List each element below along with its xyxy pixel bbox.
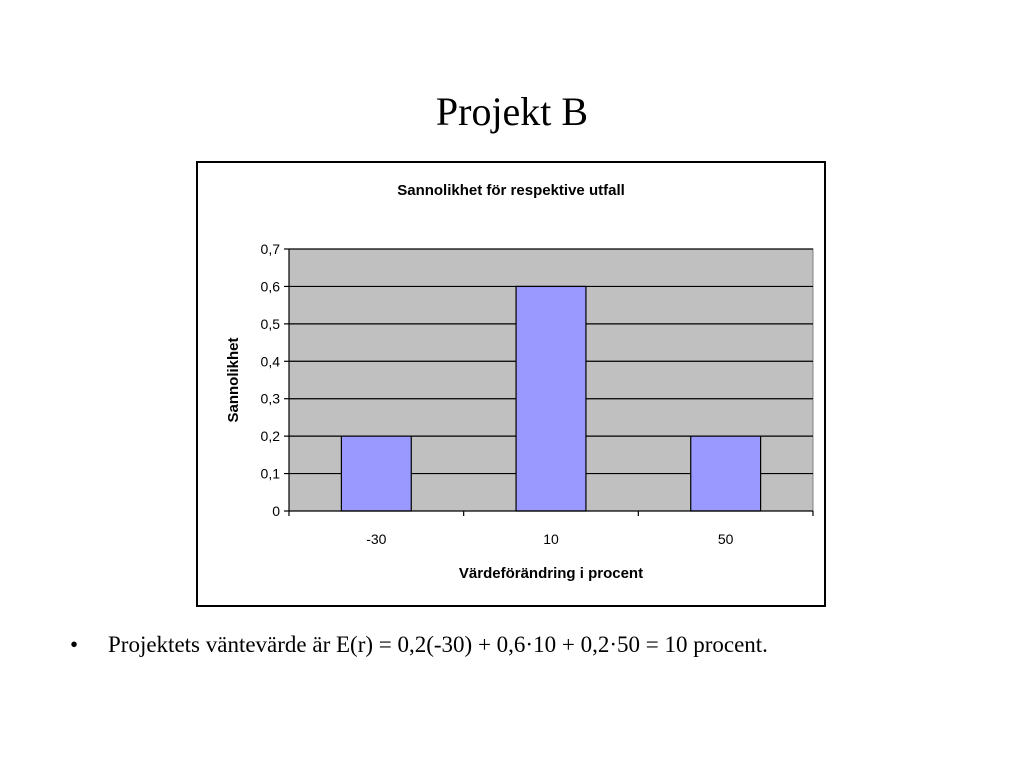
y-tick-label: 0,3 (261, 391, 281, 407)
x-axis-label: Värdeförändring i procent (459, 565, 643, 582)
y-tick-label: 0,1 (261, 466, 281, 482)
x-tick-label: 50 (718, 531, 734, 547)
y-tick-label: 0,5 (261, 316, 281, 332)
bullet-symbol: • (70, 632, 79, 657)
y-tick-label: 0,6 (261, 278, 281, 294)
bars (340, 285, 762, 512)
axes (284, 248, 814, 516)
y-tick-label: 0,2 (261, 428, 281, 444)
chart-frame: Sannolikhet för respektive utfall 0 0,1 0,… (196, 161, 826, 607)
y-tick-label: 0 (272, 503, 280, 519)
y-axis-label: Sannolikhet (225, 337, 242, 422)
slide-title: Projekt B (435, 89, 589, 134)
x-tick-label: -30 (366, 531, 386, 547)
bar-chart: Sannolikhet för respektive utfall 0 0,1 0,… (225, 182, 814, 582)
y-tick-label: 0,7 (261, 241, 281, 257)
x-tick-labels: -30 10 50 (366, 531, 733, 547)
bullet-item: • Projektets väntevärde är E(r) = 0,2(-30… (70, 632, 768, 658)
bar-50 (690, 435, 762, 512)
chart-title: Sannolikhet för respektive utfall (397, 182, 625, 199)
x-tick-label: 10 (543, 531, 559, 547)
y-tick-labels: 0 0,1 0,2 0,3 0,4 0,5 0,6 0,7 (261, 241, 281, 519)
y-tick-label: 0,4 (261, 353, 281, 369)
bullet-text: Projektets väntevärde är E(r) = 0,2(-30)… (108, 632, 768, 657)
bar--30 (340, 435, 412, 512)
bar-10 (515, 285, 587, 512)
